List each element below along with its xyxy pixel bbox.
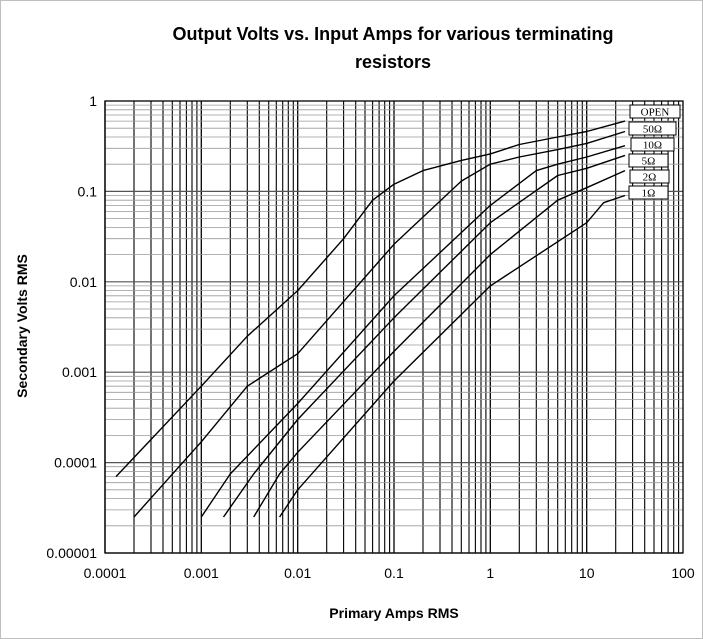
legend-box xyxy=(629,104,681,119)
x-tick-label: 1 xyxy=(486,565,494,581)
y-tick-label: 0.01 xyxy=(70,274,97,290)
chart-title-line-2: resistors xyxy=(355,52,431,72)
chart-title-line-1: Output Volts vs. Input Amps for various … xyxy=(172,24,613,44)
legend-box xyxy=(628,121,677,136)
series-line xyxy=(115,120,626,478)
x-tick-label: 0.1 xyxy=(384,565,404,581)
x-tick-label: 100 xyxy=(671,565,695,581)
y-tick-label: 1 xyxy=(89,93,97,109)
plot-border xyxy=(104,100,684,554)
legend: OPEN 50Ω 10Ω 5Ω 2Ω 1Ω xyxy=(628,104,681,200)
y-tick-label: 0.00001 xyxy=(46,545,97,561)
legend-label: OPEN xyxy=(641,107,670,119)
y-tick-label: 0.0001 xyxy=(54,455,97,471)
grid xyxy=(104,100,684,554)
series-lines xyxy=(115,120,626,518)
legend-box xyxy=(628,153,669,168)
series-line xyxy=(222,154,626,518)
legend-box xyxy=(629,169,670,184)
series-line xyxy=(200,145,626,518)
legend-box xyxy=(628,185,669,200)
x-tick-label: 10 xyxy=(579,565,595,581)
legend-label: 50Ω xyxy=(643,124,662,136)
series-line xyxy=(133,130,626,518)
legend-label: 5Ω xyxy=(642,156,656,168)
x-tick-label: 0.0001 xyxy=(84,565,127,581)
legend-label: 2Ω xyxy=(643,172,657,184)
x-tick-labels: 0.0001 0.001 0.01 0.1 1 10 100 xyxy=(84,565,695,581)
series-line xyxy=(253,169,626,518)
x-axis-title: Primary Amps RMS xyxy=(329,605,458,621)
legend-label: 10Ω xyxy=(643,140,662,152)
x-tick-label: 0.01 xyxy=(284,565,311,581)
y-axis-title: Secondary Volts RMS xyxy=(14,254,30,398)
legend-box xyxy=(630,137,675,152)
series-line xyxy=(279,194,626,518)
legend-label: 1Ω xyxy=(642,188,656,200)
y-tick-label: 0.1 xyxy=(78,183,98,199)
y-tick-label: 0.001 xyxy=(62,364,97,380)
x-tick-label: 0.001 xyxy=(184,565,219,581)
y-tick-labels: 0.00001 0.0001 0.001 0.01 0.1 1 xyxy=(46,93,97,561)
